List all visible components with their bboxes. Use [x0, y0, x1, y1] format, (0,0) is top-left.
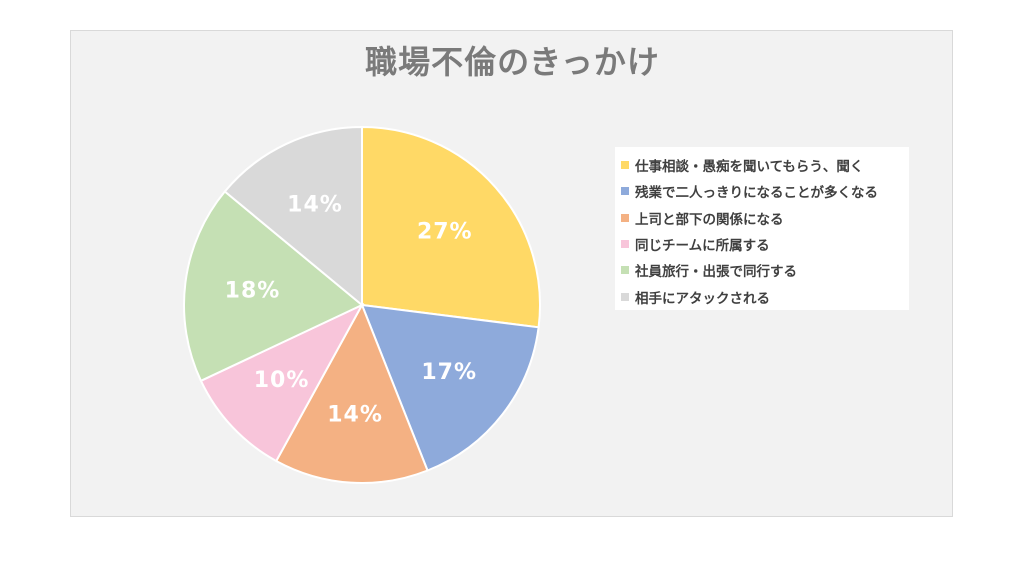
- chart-title: 職場不倫のきっかけ: [365, 43, 660, 81]
- slice-label: 17%: [421, 360, 477, 385]
- legend-swatch: [621, 187, 629, 196]
- pie-slice: [183, 190, 364, 383]
- legend-swatch: [621, 161, 629, 170]
- legend-item: 相手にアタックされる: [621, 283, 909, 309]
- legend-swatch: [621, 266, 629, 275]
- pie-slice: [360, 303, 540, 472]
- legend-label: 相手にアタックされる: [635, 290, 770, 307]
- slice-label: 10%: [254, 368, 310, 393]
- pie-slice: [199, 302, 365, 463]
- legend-label: 残業で二人っきりになることが多くなる: [635, 185, 878, 202]
- pie-slice: [274, 302, 429, 484]
- slice-label: 14%: [327, 403, 383, 428]
- pie-slice: [223, 125, 363, 308]
- legend-label: 上司と部下の関係になる: [635, 211, 784, 228]
- legend-item: 仕事相談・愚痴を聞いてもらう、聞く: [621, 152, 909, 178]
- legend: 仕事相談・愚痴を聞いてもらう、聞く 残業で二人っきりになることが多くなる 上司と…: [615, 147, 909, 310]
- legend-item: 社員旅行・出張で同行する: [621, 257, 909, 283]
- legend-item: 同じチームに所属する: [621, 231, 909, 257]
- pie-slice: [361, 125, 541, 329]
- legend-label: 同じチームに所属する: [635, 238, 770, 255]
- legend-label: 仕事相談・愚痴を聞いてもらう、聞く: [635, 159, 864, 176]
- slice-label: 18%: [225, 279, 281, 304]
- chart-area: 職場不倫のきっかけ 27% 17% 14% 10% 18% 14% 仕事相談・愚痴を聞いて…: [70, 30, 953, 517]
- legend-swatch: [621, 240, 629, 249]
- legend-item: 残業で二人っきりになることが多くなる: [621, 178, 909, 204]
- legend-swatch: [621, 292, 629, 301]
- legend-item: 上司と部下の関係になる: [621, 205, 909, 231]
- legend-swatch: [621, 213, 629, 222]
- slice-label: 14%: [287, 193, 343, 218]
- slice-label: 27%: [417, 220, 473, 245]
- pie-chart: 27% 17% 14% 10% 18% 14%: [183, 125, 541, 484]
- legend-label: 社員旅行・出張で同行する: [635, 264, 797, 281]
